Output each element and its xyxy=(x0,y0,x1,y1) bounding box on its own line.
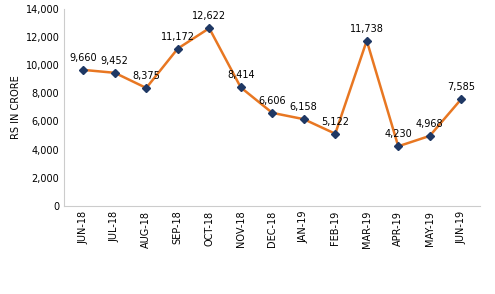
Text: 11,172: 11,172 xyxy=(161,32,195,42)
Text: 4,230: 4,230 xyxy=(385,129,412,139)
Text: 12,622: 12,622 xyxy=(192,11,226,21)
Text: 7,585: 7,585 xyxy=(447,82,475,92)
Text: 4,968: 4,968 xyxy=(416,119,444,129)
Text: 8,414: 8,414 xyxy=(227,71,254,81)
Text: 9,452: 9,452 xyxy=(101,56,129,66)
Text: 9,660: 9,660 xyxy=(69,53,97,63)
Text: 6,606: 6,606 xyxy=(258,96,286,106)
Text: 5,122: 5,122 xyxy=(321,117,349,127)
Y-axis label: RS IN CRORE: RS IN CRORE xyxy=(11,76,21,139)
Text: 11,738: 11,738 xyxy=(350,24,384,34)
Text: 6,158: 6,158 xyxy=(290,102,318,112)
Text: 8,375: 8,375 xyxy=(132,71,160,81)
